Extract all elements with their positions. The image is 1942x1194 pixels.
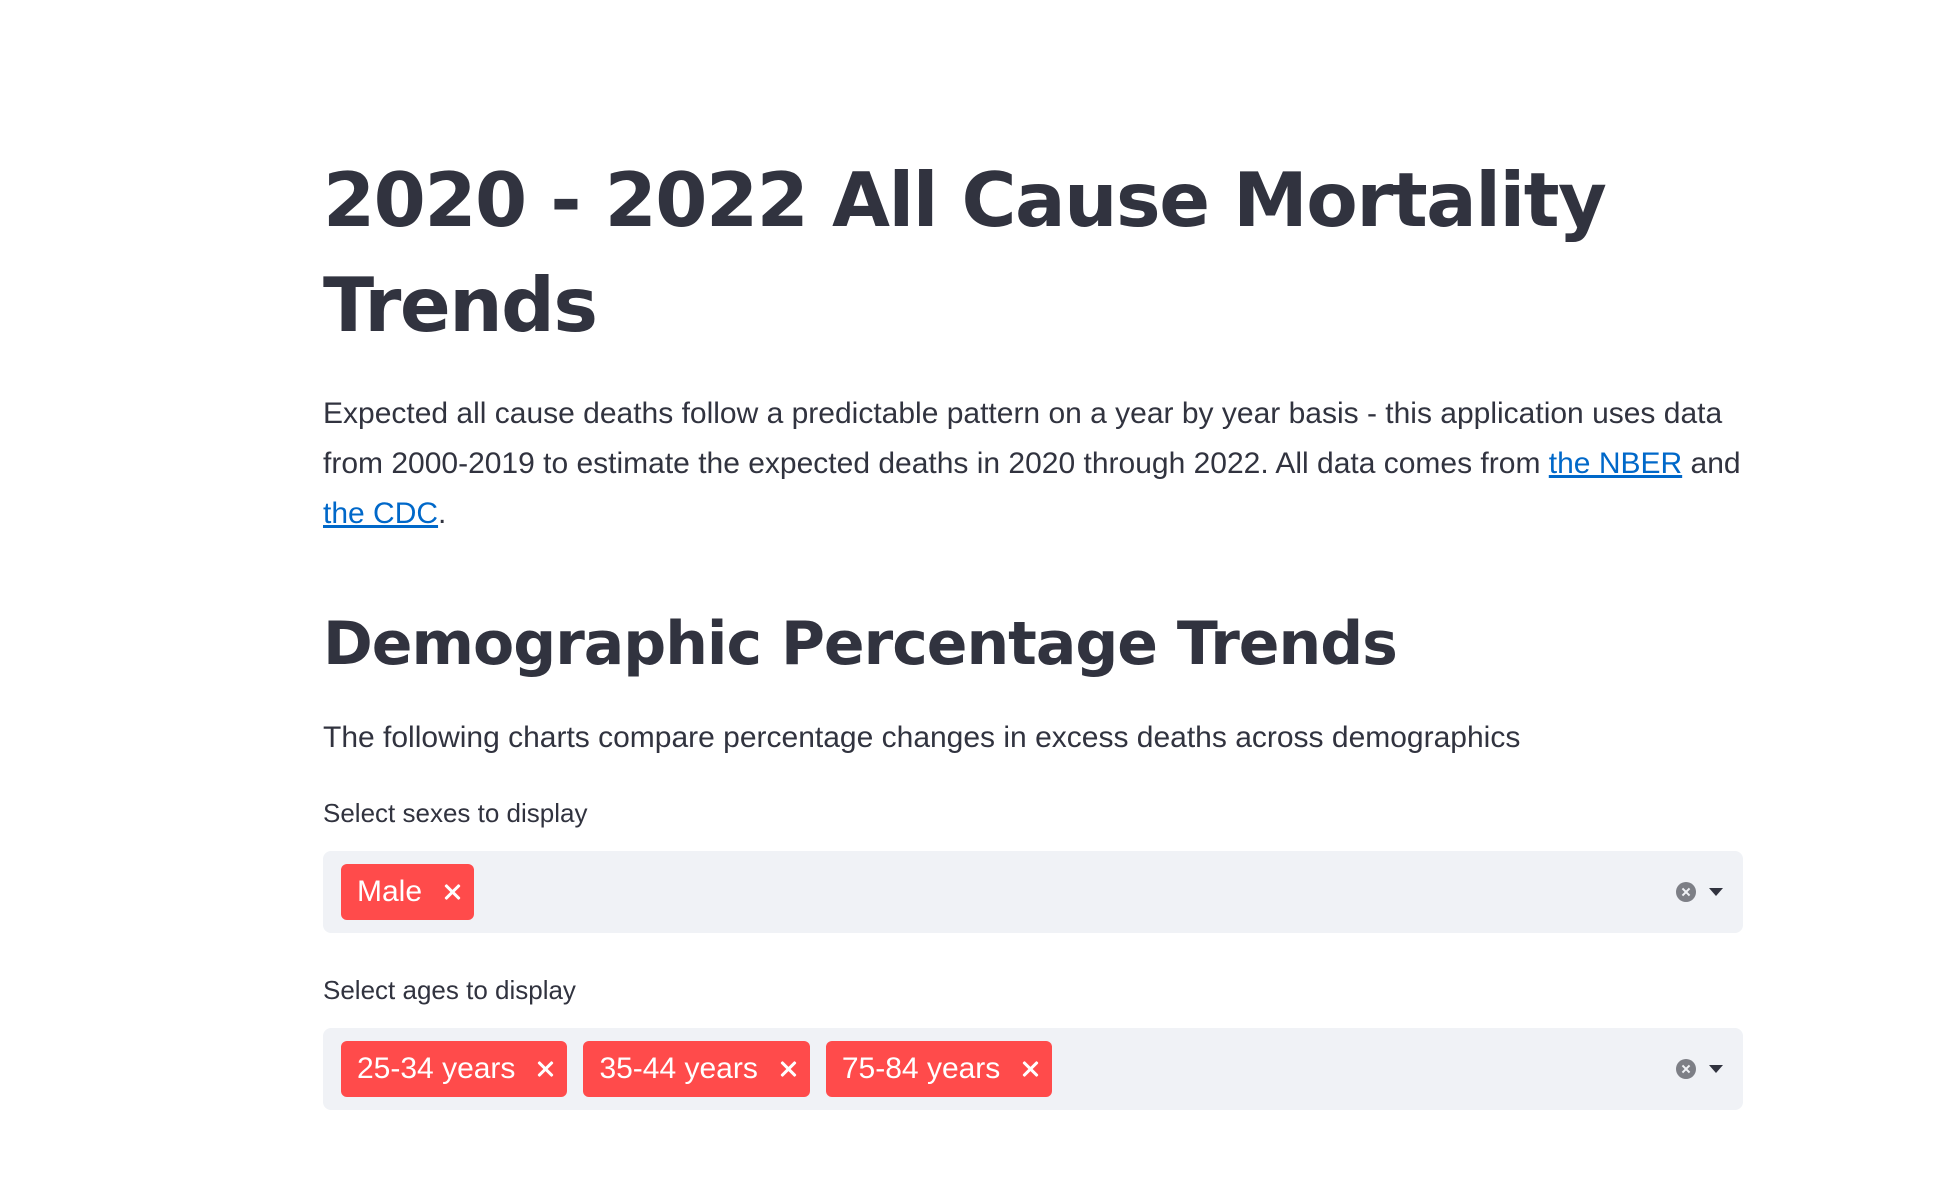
close-icon[interactable] — [780, 1061, 796, 1077]
cdc-link[interactable]: the CDC — [323, 497, 439, 530]
close-icon[interactable] — [537, 1061, 553, 1077]
section-title: Demographic Percentage Trends — [323, 609, 1398, 679]
tag-label: 25-34 years — [357, 1052, 516, 1085]
age-multiselect[interactable]: 25-34 years 35-44 years 75-84 years — [323, 1028, 1743, 1110]
age-tag-35-44: 35-44 years — [583, 1041, 810, 1097]
chevron-down-icon[interactable] — [1709, 1065, 1723, 1073]
clear-circle-icon[interactable] — [1676, 882, 1696, 902]
age-tag-25-34: 25-34 years — [341, 1041, 568, 1097]
sex-select-label: Select sexes to display — [323, 798, 588, 828]
section-description: The following charts compare percentage … — [323, 721, 1521, 754]
intro-text-after: . — [438, 497, 447, 530]
age-select-controls — [1676, 1028, 1723, 1110]
nber-link[interactable]: the NBER — [1548, 447, 1683, 480]
close-icon[interactable] — [444, 884, 460, 900]
sex-multiselect[interactable]: Male — [323, 851, 1743, 933]
intro-text-before: Expected all cause deaths follow a predi… — [323, 397, 1723, 480]
tag-label: 35-44 years — [599, 1052, 758, 1085]
main-content: 2020 - 2022 All Cause Mortality Trends E… — [323, 148, 1743, 1110]
tag-label: Male — [357, 875, 423, 908]
close-icon[interactable] — [1022, 1061, 1038, 1077]
tag-label: 75-84 years — [841, 1052, 1001, 1085]
page-title: 2020 - 2022 All Cause Mortality Trends — [323, 156, 1607, 349]
intro-text-between: and — [1682, 447, 1741, 480]
intro-paragraph: Expected all cause deaths follow a predi… — [323, 389, 1743, 539]
clear-circle-icon[interactable] — [1676, 1059, 1696, 1079]
age-tag-75-84: 75-84 years — [825, 1041, 1053, 1097]
chevron-down-icon[interactable] — [1709, 888, 1723, 896]
age-select-label: Select ages to display — [323, 975, 576, 1005]
sex-select-controls — [1676, 851, 1723, 933]
sex-tag-male: Male — [341, 864, 475, 920]
